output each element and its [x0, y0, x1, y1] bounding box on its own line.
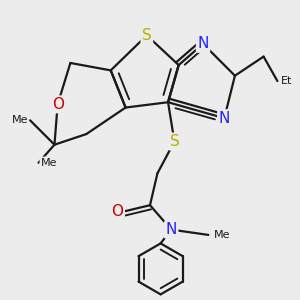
Text: Et: Et — [280, 76, 292, 86]
Text: N: N — [166, 222, 177, 237]
Text: N: N — [219, 111, 230, 126]
Text: Me: Me — [11, 115, 28, 125]
Text: Me: Me — [41, 158, 57, 168]
Text: N: N — [197, 36, 209, 51]
Text: O: O — [52, 97, 64, 112]
Text: Me: Me — [214, 230, 230, 240]
Text: S: S — [169, 134, 179, 149]
Text: O: O — [112, 204, 124, 219]
Text: S: S — [142, 28, 152, 43]
